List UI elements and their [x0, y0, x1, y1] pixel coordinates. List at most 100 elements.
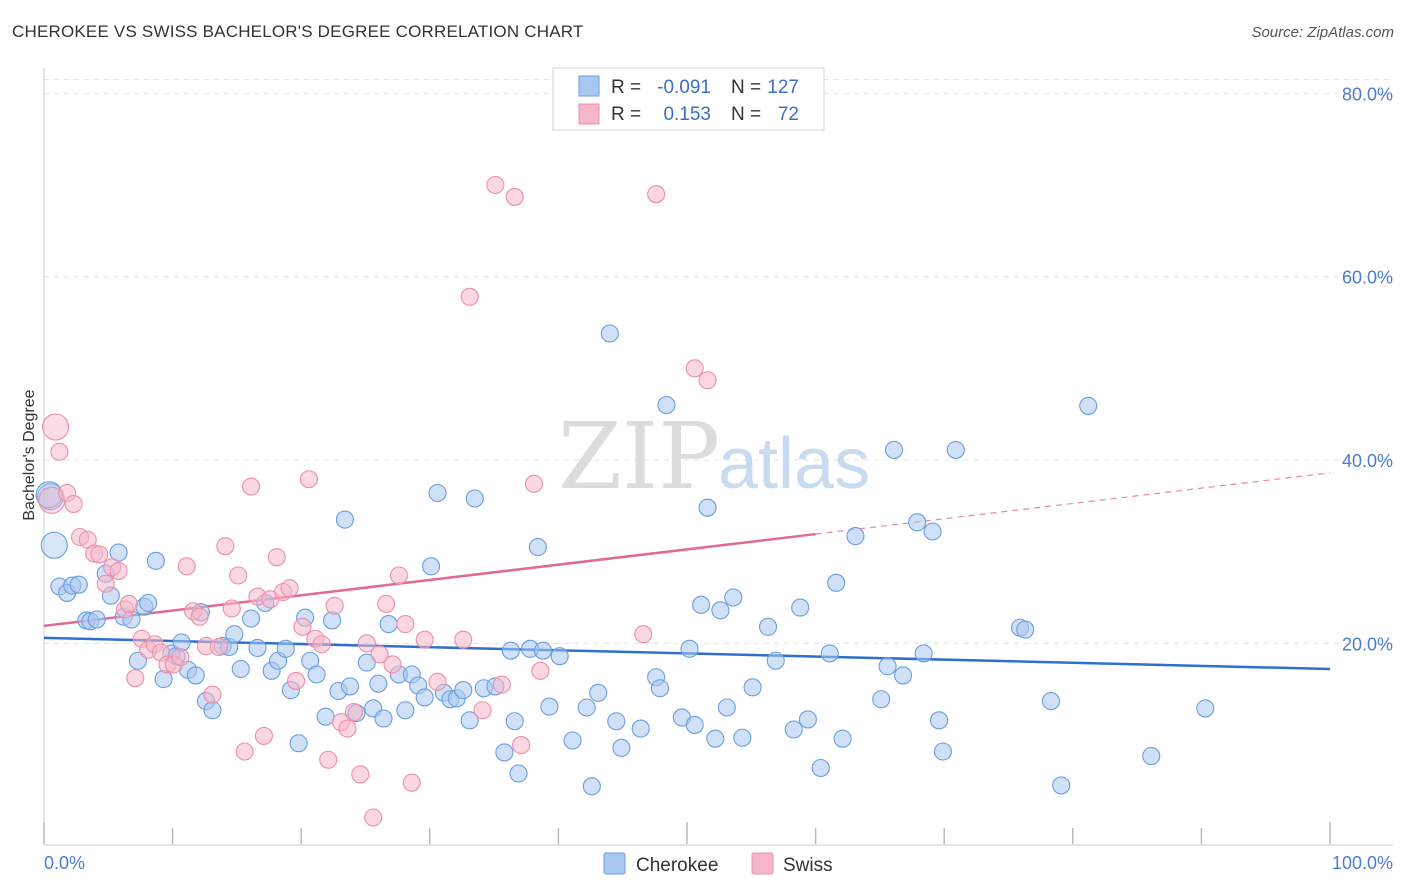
cherokee-point [607, 712, 626, 731]
cherokee-point [946, 440, 965, 459]
cherokee-point [827, 573, 846, 592]
swiss-point [235, 742, 254, 761]
cherokee-point [650, 679, 670, 698]
cherokee-point [833, 729, 852, 748]
axes [43, 68, 1393, 846]
cherokee-point [600, 324, 619, 343]
cherokee-point [248, 638, 267, 657]
swiss-point [357, 634, 376, 653]
cherokee-point [784, 720, 803, 739]
cherokee-point [396, 701, 415, 720]
cherokee-point [1142, 747, 1161, 766]
swiss-point [634, 625, 653, 644]
y-tick-label: 40.0% [1342, 451, 1393, 471]
cherokee-point [680, 639, 699, 658]
cherokee-point [577, 698, 596, 717]
cherokee-point [422, 557, 441, 576]
correlation-legend: R = -0.091 N = 127 R = 0.153 N = 72 [552, 67, 825, 131]
swiss-point [50, 442, 69, 461]
cherokee-point [369, 674, 388, 693]
series-legend-label-cherokee: Cherokee [636, 855, 718, 876]
cherokee-point [1079, 396, 1098, 415]
swiss-point [293, 617, 312, 636]
swiss-point [338, 719, 357, 738]
swiss-trend-line [43, 532, 816, 628]
series-legend: Cherokee Swiss [603, 852, 833, 876]
cherokee-point [798, 710, 817, 729]
swiss-point [171, 648, 190, 667]
cherokee-point [884, 440, 904, 459]
cherokee-point [1016, 620, 1035, 639]
cherokee-point [341, 677, 360, 696]
cherokee-point [501, 641, 520, 660]
cherokee-point [811, 758, 830, 778]
legend-n-label-cherokee: N = [731, 77, 761, 98]
swiss-point [299, 470, 318, 489]
swiss-point [287, 671, 306, 690]
cherokee-point [533, 641, 553, 660]
swiss-point [460, 287, 479, 306]
cherokee-point [872, 690, 891, 709]
cherokee-point [289, 734, 308, 753]
swiss-point [454, 630, 473, 649]
swiss-point [119, 594, 138, 613]
legend-r-value-cherokee: -0.091 [657, 77, 711, 98]
series-legend-swatch-swiss [751, 852, 774, 875]
cherokee-points [35, 324, 1215, 796]
swiss-point [524, 474, 544, 493]
series-legend-swatch-cherokee [603, 852, 626, 875]
watermark-zip: ZIP [558, 403, 720, 510]
swiss-point [325, 596, 344, 615]
cherokee-point [465, 489, 484, 508]
swiss-point [685, 359, 704, 378]
cherokee-point [589, 683, 608, 702]
cherokee-point [460, 711, 479, 730]
cherokee-point [612, 738, 631, 757]
cherokee-point [454, 681, 473, 700]
watermark-atlas: atlas [718, 424, 870, 504]
cherokee-point [146, 551, 165, 570]
cherokee-point [335, 510, 354, 529]
swiss-point [402, 773, 421, 792]
legend-n-label-swiss: N = [731, 104, 761, 125]
cherokee-point [846, 527, 865, 546]
legend-n-value-swiss: 72 [778, 104, 799, 125]
series-legend-label-swiss: Swiss [783, 855, 833, 876]
legend-r-value-swiss: 0.153 [663, 104, 711, 125]
swiss-point [267, 548, 286, 567]
legend-swatch-cherokee [578, 75, 600, 97]
chart-title: CHEROKEE VS SWISS BACHELOR'S DEGREE CORR… [12, 22, 584, 41]
y-tick-label: 20.0% [1342, 634, 1393, 654]
swiss-point [505, 187, 524, 206]
cherokee-point [374, 709, 393, 728]
cherokee-point [1052, 776, 1071, 795]
cherokee-point [509, 764, 528, 783]
swiss-trend-line-extension [815, 472, 1331, 535]
cherokee-point [820, 644, 839, 663]
cherokee-point [225, 625, 244, 644]
cherokee-point [878, 657, 897, 676]
swiss-point [177, 557, 196, 576]
swiss-point [96, 574, 115, 593]
swiss-point [254, 726, 273, 745]
x-tick-label-max: 100.0% [1332, 853, 1393, 873]
cherokee-point [1196, 699, 1215, 718]
cherokee-point [698, 498, 717, 517]
cherokee-point [933, 742, 952, 761]
swiss-point [216, 537, 235, 556]
cherokee-point [241, 609, 261, 628]
grid-lines [44, 79, 1393, 644]
swiss-point [473, 701, 492, 720]
cherokee-point [323, 611, 342, 630]
cherokee-point [231, 659, 250, 679]
swiss-point [698, 371, 717, 390]
swiss-point [222, 599, 241, 618]
swiss-point [377, 594, 396, 613]
cherokee-point [128, 651, 147, 670]
cherokee-point [203, 701, 222, 720]
cherokee-point [930, 711, 949, 730]
swiss-point [396, 615, 415, 634]
swiss-point [647, 185, 666, 204]
cherokee-point [631, 719, 650, 738]
